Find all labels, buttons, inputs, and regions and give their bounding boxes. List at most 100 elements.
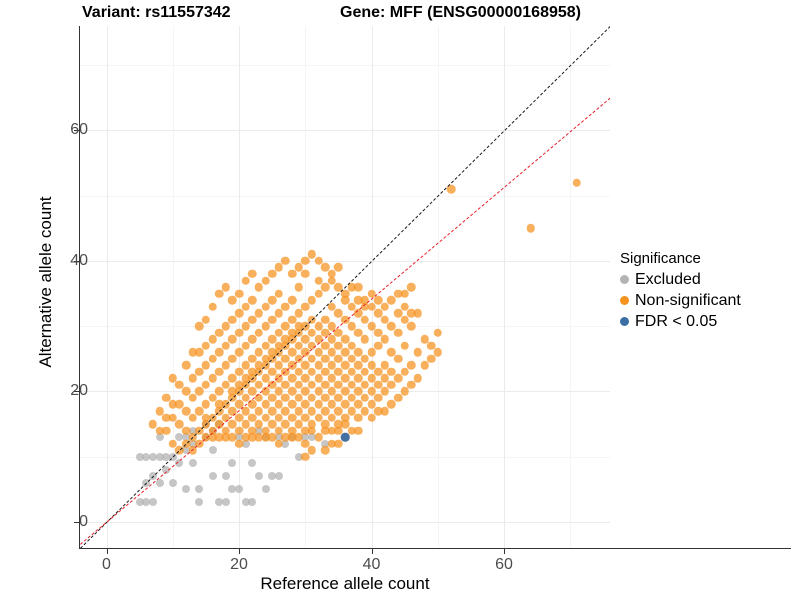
scatter-point [314,321,323,331]
scatter-point [294,282,303,292]
scatter-point [195,367,204,377]
scatter-point [373,393,383,403]
gridline-minor-vertical [437,26,439,548]
scatter-point [254,406,264,416]
scatter-point [248,400,257,409]
scatter-point [307,406,317,416]
scatter-point [201,419,211,429]
scatter-point [261,432,270,442]
scatter-point [360,380,370,390]
scatter-point [208,413,217,422]
scatter-point [360,393,370,403]
scatter-point [241,439,250,448]
scatter-point [248,269,257,279]
scatter-point [301,426,310,435]
scatter-point [241,276,250,285]
scatter-point [334,282,343,292]
scatter-point [307,250,317,259]
legend-item-fdr-0-05[interactable]: FDR < 0.05 [620,311,795,332]
scatter-point [400,341,409,350]
scatter-point [274,263,284,272]
scatter-point [228,354,237,364]
legend-item-label: Excluded [635,270,701,288]
scatter-point [320,282,330,292]
scatter-point [135,452,144,461]
scatter-point [201,400,211,409]
scatter-point [526,224,535,233]
scatter-point [327,321,337,331]
scatter-point [228,406,237,416]
scatter-point [407,282,416,292]
scatter-point [301,374,310,383]
scatter-point [340,413,350,422]
scatter-point [327,413,337,422]
scatter-point [380,361,390,370]
scatter-point [208,446,217,455]
scatter-point [221,432,231,442]
gridline-major-vertical [504,26,505,548]
scatter-point [281,256,290,266]
y-tick [74,391,79,393]
scatter-point [241,361,250,370]
scatter-point [234,413,244,422]
scatter-point [221,341,231,350]
scatter-point [208,374,217,383]
scatter-point [301,361,310,370]
scatter-point [214,432,224,442]
scatter-point [168,439,178,448]
scatter-point [327,348,337,357]
legend-item-non-significant[interactable]: Non-significant [620,290,795,311]
scatter-point [380,374,390,383]
scatter-point [201,413,211,422]
scatter-point [340,348,350,357]
scatter-point [380,315,390,324]
scatter-point [380,387,390,396]
scatter-point [287,426,297,435]
scatter-point [307,445,317,455]
scatter-point [354,400,363,409]
scatter-point [267,393,277,403]
scatter-point [307,367,317,377]
scatter-point [347,321,356,331]
scatter-point [287,361,297,370]
gridline-major-vertical [371,26,373,548]
legend-dot-icon [620,275,629,284]
legend-item-excluded[interactable]: Excluded [620,269,795,290]
scatter-point [301,400,310,409]
gridline-minor-horizontal [80,65,610,67]
scatter-point [367,374,376,383]
scatter-point [413,374,423,383]
scatter-point [301,321,310,331]
scatter-point [175,459,184,468]
scatter-point [373,367,383,377]
scatter-point [135,498,144,507]
scatter-point [261,374,270,383]
gridline-minor-horizontal [80,326,610,328]
scatter-point [572,178,582,187]
scatter-point [307,315,317,324]
scatter-point [393,328,403,337]
scatter-point [188,413,197,422]
scatter-point [307,419,317,429]
scatter-point [354,426,363,435]
scatter-point [195,348,204,357]
scatter-point [307,380,317,390]
scatter-point [254,426,263,435]
legend-title: Significance [620,250,701,267]
scatter-point [208,472,217,481]
scatter-point [221,321,231,331]
scatter-point [228,485,237,494]
scatter-point [181,387,191,396]
scatter-point [235,485,243,494]
scatter-point [301,433,310,442]
scatter-point [354,387,363,396]
scatter-point [188,445,197,455]
scatter-point [148,498,157,507]
scatter-point [161,413,171,422]
x-tick [239,549,240,554]
scatter-point [287,413,297,422]
scatter-point [287,400,297,409]
scatter-point [340,419,350,429]
scatter-point [367,348,376,357]
gridline-major-horizontal [80,521,610,523]
